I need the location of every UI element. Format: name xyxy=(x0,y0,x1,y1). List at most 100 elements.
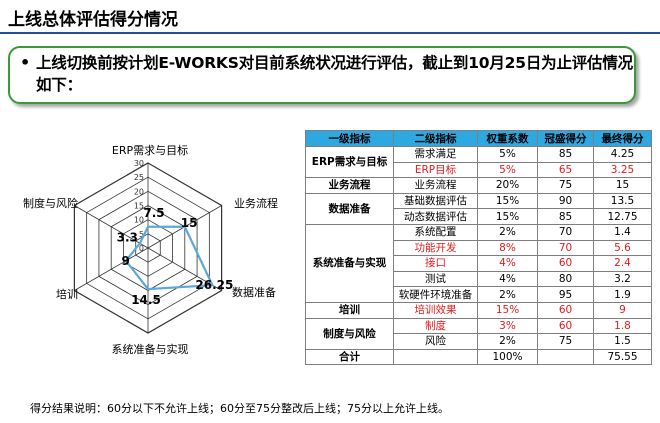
weight-cell: 15% xyxy=(477,208,538,225)
title-underline xyxy=(0,32,660,34)
item-cell: 测试 xyxy=(393,270,478,288)
weight-cell: 15% xyxy=(477,192,538,210)
category-cell: 数据准备 xyxy=(305,192,394,225)
bullet-icon: • xyxy=(20,53,31,72)
total-weight: 100% xyxy=(477,348,538,366)
weight-cell: 3% xyxy=(477,317,538,335)
total-row: 合计 100% 75.55 xyxy=(305,348,652,366)
weight-cell: 5% xyxy=(477,161,538,179)
weight-cell: 4% xyxy=(477,270,538,288)
score-cell: 60 xyxy=(537,317,594,335)
footnote: 得分结果说明：60分以下不允许上线；60分至75分整改后上线；75分以上允许上线… xyxy=(30,402,449,415)
radar-value-label: 7.5 xyxy=(143,206,164,220)
score-cell: 60 xyxy=(537,301,594,319)
radar-tick-label: 5 xyxy=(139,230,144,239)
category-cell: 制度与风险 xyxy=(305,317,394,350)
col-header: 权重系数 xyxy=(477,130,538,147)
table-row: 数据准备 基础数据评估 15% 90 13.5 xyxy=(305,192,652,225)
item-cell: 基础数据评估 xyxy=(393,192,478,210)
item-cell: 系统配置 xyxy=(393,223,478,241)
item-cell: 接口 xyxy=(393,255,478,272)
item-cell: 软硬件环境准备 xyxy=(393,286,478,303)
final-cell: 1.9 xyxy=(593,286,652,303)
col-header: 一级指标 xyxy=(305,130,394,147)
score-cell: 75 xyxy=(537,333,594,350)
category-cell: ERP需求与目标 xyxy=(305,145,394,179)
col-header: 最终得分 xyxy=(593,130,652,147)
score-cell: 95 xyxy=(537,286,594,303)
final-cell: 3.25 xyxy=(593,161,652,179)
score-table: 一级指标 二级指标 权重系数 冠盛得分 最终得分 ERP需求与目标 需求满足 5% 8… xyxy=(305,130,652,366)
score-cell: 90 xyxy=(537,192,594,210)
total-final: 75.55 xyxy=(593,348,652,366)
category-cell: 业务流程 xyxy=(305,177,394,194)
item-cell: 制度 xyxy=(393,317,478,335)
score-cell: 85 xyxy=(537,146,594,163)
final-cell: 5.6 xyxy=(593,239,652,257)
radar-series-line xyxy=(124,225,215,291)
radar-axis-label: 系统准备与实现 xyxy=(112,342,189,356)
radar-value-label: 9 xyxy=(122,254,130,268)
radar-spoke xyxy=(74,247,149,291)
score-cell: 85 xyxy=(537,208,594,225)
item-cell: 培训效果 xyxy=(393,301,478,319)
radar-value-label: 3.3 xyxy=(117,230,138,244)
table-row: 功能开发 8% 70 5.6 xyxy=(306,239,652,257)
final-cell: 3.2 xyxy=(593,270,652,288)
table-row: 接口 4% 60 2.4 xyxy=(306,255,652,272)
score-cell: 70 xyxy=(537,239,594,257)
category-cell: 培训 xyxy=(305,301,394,319)
final-cell: 9 xyxy=(593,301,652,319)
radar-tick-label: 25 xyxy=(134,173,144,182)
radar-value-label: 26.25 xyxy=(195,278,233,292)
radar-value-label: 14.5 xyxy=(131,293,161,307)
radar-value-label: 15 xyxy=(181,216,198,230)
weight-cell: 5% xyxy=(477,146,538,163)
final-cell: 1.4 xyxy=(593,223,652,241)
weight-cell: 2% xyxy=(477,223,538,241)
item-cell: ERP目标 xyxy=(393,161,478,179)
total-blank xyxy=(537,348,594,366)
title-bar: 上线总体评估得分情况 xyxy=(0,0,660,34)
radar-axis-label: 数据准备 xyxy=(232,285,276,299)
table-row: 测试 4% 80 3.2 xyxy=(306,270,652,288)
score-cell: 75 xyxy=(537,177,594,194)
radar-tick-label: 30 xyxy=(134,159,144,168)
item-cell: 功能开发 xyxy=(393,239,478,257)
table-row: 风险 2% 75 1.5 xyxy=(306,333,652,350)
table-row: 软硬件环境准备 2% 95 1.9 xyxy=(306,286,652,303)
col-header: 冠盛得分 xyxy=(537,130,594,147)
weight-cell: 20% xyxy=(477,177,538,194)
table-row: 培训 培训效果 15% 60 9 xyxy=(305,301,652,319)
table-row: ERP需求与目标 需求满足 5% 85 4.25 xyxy=(305,145,652,179)
score-cell: 80 xyxy=(537,270,594,288)
score-cell: 65 xyxy=(537,161,594,179)
total-label: 合计 xyxy=(305,348,394,366)
page-title: 上线总体评估得分情况 xyxy=(8,10,178,30)
final-cell: 12.75 xyxy=(593,208,652,225)
radar-spoke xyxy=(74,205,149,249)
callout-box: • 上线切换前按计划E-WORKS对目前系统状况进行评估，截止到10月25日为止… xyxy=(8,46,636,104)
table-row: 动态数据评估 15% 85 12.75 xyxy=(306,208,652,225)
weight-cell: 2% xyxy=(477,333,538,350)
table-header-row: 一级指标 二级指标 权重系数 冠盛得分 最终得分 xyxy=(305,130,652,147)
radar-tick-label: 0 xyxy=(139,244,144,253)
final-cell: 13.5 xyxy=(593,192,652,210)
item-cell: 需求满足 xyxy=(393,146,478,163)
radar-tick-label: 20 xyxy=(134,187,144,196)
item-cell: 业务流程 xyxy=(393,177,478,194)
table-row: 业务流程 业务流程 20% 75 15 xyxy=(305,177,652,194)
score-cell: 60 xyxy=(537,255,594,272)
radar-axis-label: 制度与风险 xyxy=(23,196,78,210)
weight-cell: 15% xyxy=(477,301,538,319)
final-cell: 1.8 xyxy=(593,317,652,335)
radar-spoke xyxy=(147,247,222,291)
col-header: 二级指标 xyxy=(393,130,478,147)
category-cell: 系统准备与实现 xyxy=(305,223,394,303)
weight-cell: 4% xyxy=(477,255,538,272)
radar-tick-label: 10 xyxy=(134,216,144,225)
weight-cell: 8% xyxy=(477,239,538,257)
item-cell: 风险 xyxy=(393,333,478,350)
radar-axis-label: 培训 xyxy=(56,287,78,301)
radar-axis-label: ERP需求与目标 xyxy=(112,143,188,157)
